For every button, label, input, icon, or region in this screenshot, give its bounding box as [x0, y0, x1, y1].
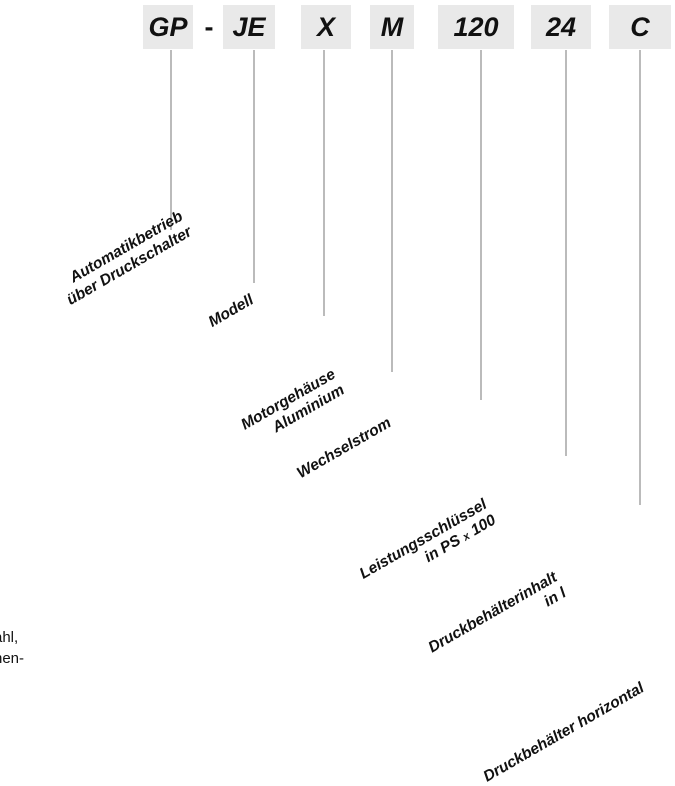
cutoff-text-line2: hen- — [0, 650, 25, 667]
cutoff-text-line1: ahl, — [0, 629, 19, 646]
code-segment-120: 120 — [438, 5, 514, 49]
code-segment-m: M — [370, 5, 414, 49]
code-segment-x: X — [301, 5, 351, 49]
label-leistung-small: x — [461, 530, 473, 544]
code-separator: - — [204, 11, 214, 42]
leader-lines — [170, 50, 641, 505]
code-segment-gp: GP — [143, 5, 193, 49]
code-segment-je: JE — [223, 5, 275, 49]
code-segment-c: C — [609, 5, 671, 49]
code-segment-24: 24 — [531, 5, 591, 49]
